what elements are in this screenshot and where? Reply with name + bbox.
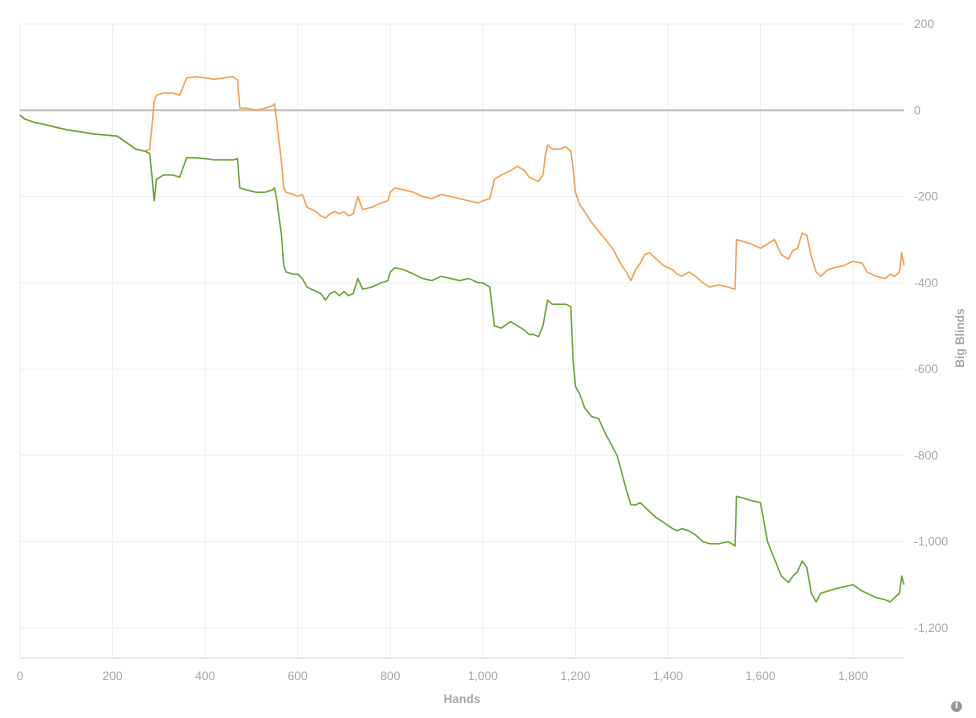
x-axis-ticks: 0 200 400 600 800 1,000 1,200 1,400 1,600 1,800 (17, 669, 869, 683)
x-tick-label: 200 (103, 669, 123, 683)
y-tick-label: -200 (914, 190, 938, 204)
x-axis-title: Hands (444, 692, 481, 706)
series-line-2 (19, 114, 905, 603)
x-tick-label: 400 (195, 669, 215, 683)
x-tick-label: 0 (17, 669, 24, 683)
y-axis-ticks: 200 0 -200 -400 -600 -800 -1,000 -1,200 (914, 17, 948, 635)
plot-background (20, 24, 904, 658)
info-icon[interactable]: i (951, 701, 962, 712)
y-tick-label: -600 (914, 362, 938, 376)
y-tick-label: -1,200 (914, 621, 948, 635)
y-tick-label: -400 (914, 276, 938, 290)
y-tick-label: 200 (914, 17, 934, 31)
y-tick-label: -1,000 (914, 535, 948, 549)
x-tick-label: 1,200 (560, 669, 590, 683)
y-axis-title: Big Blinds (953, 308, 967, 368)
x-tick-label: 1,800 (838, 669, 868, 683)
y-tick-label: 0 (914, 103, 921, 117)
series-layer (19, 75, 905, 603)
y-tick-label: -800 (914, 448, 938, 462)
x-tick-label: 1,600 (746, 669, 776, 683)
x-tick-label: 1,000 (468, 669, 498, 683)
series-line-1 (19, 75, 905, 290)
x-tick-label: 1,400 (653, 669, 683, 683)
x-tick-label: 600 (288, 669, 308, 683)
x-tick-label: 800 (380, 669, 400, 683)
vertical-gridlines (19, 24, 854, 658)
